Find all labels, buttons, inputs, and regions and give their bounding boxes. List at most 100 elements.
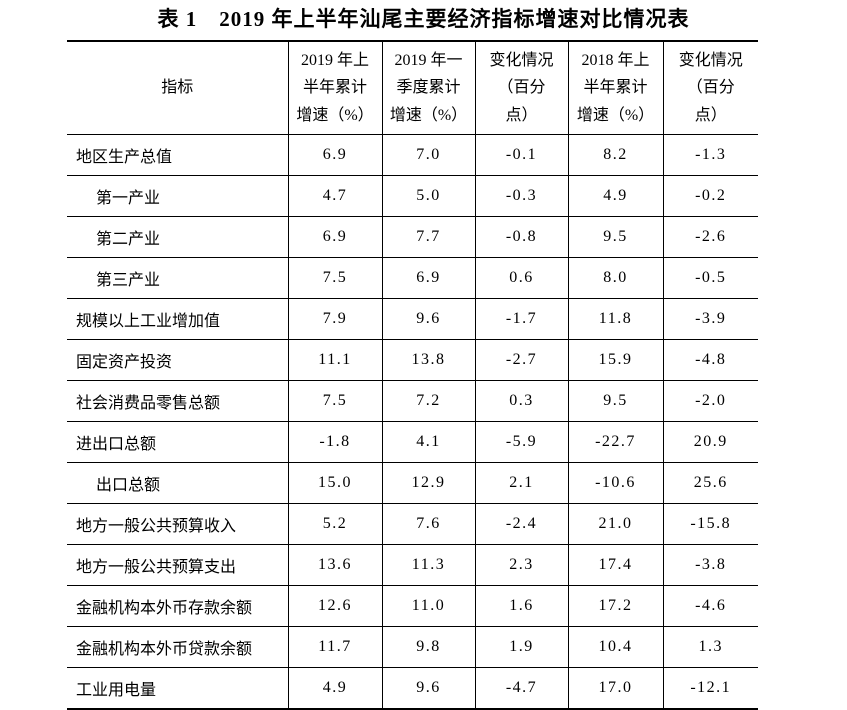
table-row: 金融机构本外币存款余额 12.6 11.0 1.6 17.2 -4.6 [67,585,758,627]
value-cell: 6.9 [287,216,382,258]
value-cell: 7.5 [287,380,382,422]
value-cell: -1.8 [287,421,382,463]
value-cell: 21.0 [567,503,663,545]
table-row: 地方一般公共预算支出 13.6 11.3 2.3 17.4 -3.8 [67,544,758,586]
value-cell: 25.6 [662,462,758,504]
value-cell: -3.9 [662,298,758,340]
value-cell: 10.4 [567,626,663,668]
indicator-cell: 规模以上工业增加值 [67,298,288,340]
value-cell: 7.5 [287,257,382,299]
header-cell-2019-h1-growth: 2019 年上 半年累计 增速（%） [287,41,382,135]
value-cell: 9.6 [381,298,475,340]
value-cell: 5.2 [287,503,382,545]
value-cell: -1.7 [474,298,568,340]
indicator-cell: 金融机构本外币存款余额 [67,585,288,627]
value-cell: 17.0 [567,667,663,710]
indicator-cell: 出口总额 [67,462,288,504]
value-cell: -0.3 [474,175,568,217]
value-cell: -2.4 [474,503,568,545]
value-cell: -5.9 [474,421,568,463]
value-cell: 9.5 [567,380,663,422]
header-cell-change-vs-2018: 变化情况 （百分 点） [662,41,758,135]
table-row: 第三产业 7.5 6.9 0.6 8.0 -0.5 [67,257,758,299]
indicator-cell: 社会消费品零售总额 [67,380,288,422]
indicator-cell: 金融机构本外币贷款余额 [67,626,288,668]
value-cell: 2.3 [474,544,568,586]
value-cell: 9.6 [381,667,475,710]
indicator-cell: 第二产业 [67,216,288,258]
value-cell: 8.2 [567,134,663,176]
value-cell: 7.9 [287,298,382,340]
indicator-cell: 地方一般公共预算收入 [67,503,288,545]
table-header: 指标 2019 年上 半年累计 增速（%） 2019 年一 季度累计 增速（%）… [67,41,758,135]
value-cell: 6.9 [381,257,475,299]
table-row: 社会消费品零售总额 7.5 7.2 0.3 9.5 -2.0 [67,380,758,422]
value-cell: 0.6 [474,257,568,299]
value-cell: -2.7 [474,339,568,381]
value-cell: 17.2 [567,585,663,627]
header-cell-2019-q1-growth: 2019 年一 季度累计 增速（%） [381,41,475,135]
value-cell: -2.0 [662,380,758,422]
header-cell-2018-h1-growth: 2018 年上 半年累计 增速（%） [567,41,663,135]
table-title: 表 1 2019 年上半年汕尾主要经济指标增速对比情况表 [157,7,690,31]
table-row: 地区生产总值 6.9 7.0 -0.1 8.2 -1.3 [67,134,758,176]
value-cell: -12.1 [662,667,758,710]
value-cell: -22.7 [567,421,663,463]
value-cell: -10.6 [567,462,663,504]
value-cell: 12.9 [381,462,475,504]
value-cell: -4.8 [662,339,758,381]
header-row: 指标 2019 年上 半年累计 增速（%） 2019 年一 季度累计 增速（%）… [67,41,758,135]
value-cell: 1.6 [474,585,568,627]
value-cell: -0.5 [662,257,758,299]
value-cell: 17.4 [567,544,663,586]
table-row: 第二产业 6.9 7.7 -0.8 9.5 -2.6 [67,216,758,258]
value-cell: 4.9 [287,667,382,710]
value-cell: 1.3 [662,626,758,668]
indicator-cell: 工业用电量 [67,667,288,710]
value-cell: 6.9 [287,134,382,176]
value-cell: 9.5 [567,216,663,258]
table-row: 工业用电量 4.9 9.6 -4.7 17.0 -12.1 [67,667,758,710]
table-body: 地区生产总值 6.9 7.0 -0.1 8.2 -1.3 第一产业 4.7 5.0 -0.3 4.9… [67,134,758,710]
table-row: 出口总额 15.0 12.9 2.1 -10.6 25.6 [67,462,758,504]
value-cell: 15.0 [287,462,382,504]
value-cell: 11.7 [287,626,382,668]
table-row: 地方一般公共预算收入 5.2 7.6 -2.4 21.0 -15.8 [67,503,758,545]
value-cell: 4.1 [381,421,475,463]
value-cell: 7.6 [381,503,475,545]
value-cell: 5.0 [381,175,475,217]
value-cell: 4.7 [287,175,382,217]
value-cell: -15.8 [662,503,758,545]
value-cell: -1.3 [662,134,758,176]
value-cell: 20.9 [662,421,758,463]
table-row: 固定资产投资 11.1 13.8 -2.7 15.9 -4.8 [67,339,758,381]
value-cell: 11.1 [287,339,382,381]
indicator-cell: 地区生产总值 [67,134,288,176]
indicator-cell: 固定资产投资 [67,339,288,381]
indicator-cell: 地方一般公共预算支出 [67,544,288,586]
value-cell: 0.3 [474,380,568,422]
value-cell: 11.8 [567,298,663,340]
value-cell: -0.1 [474,134,568,176]
indicator-cell: 第一产业 [67,175,288,217]
value-cell: -0.8 [474,216,568,258]
table-row: 第一产业 4.7 5.0 -0.3 4.9 -0.2 [67,175,758,217]
indicator-cell: 第三产业 [67,257,288,299]
value-cell: 7.7 [381,216,475,258]
value-cell: -0.2 [662,175,758,217]
value-cell: 11.3 [381,544,475,586]
value-cell: -2.6 [662,216,758,258]
table-row: 金融机构本外币贷款余额 11.7 9.8 1.9 10.4 1.3 [67,626,758,668]
value-cell: 13.8 [381,339,475,381]
header-cell-indicator: 指标 [67,41,288,135]
table-row: 进出口总额 -1.8 4.1 -5.9 -22.7 20.9 [67,421,758,463]
value-cell: 12.6 [287,585,382,627]
value-cell: 1.9 [474,626,568,668]
value-cell: 15.9 [567,339,663,381]
value-cell: 7.0 [381,134,475,176]
indicators-table: 指标 2019 年上 半年累计 增速（%） 2019 年一 季度累计 增速（%）… [67,40,758,710]
value-cell: 8.0 [567,257,663,299]
value-cell: -4.7 [474,667,568,710]
value-cell: 4.9 [567,175,663,217]
